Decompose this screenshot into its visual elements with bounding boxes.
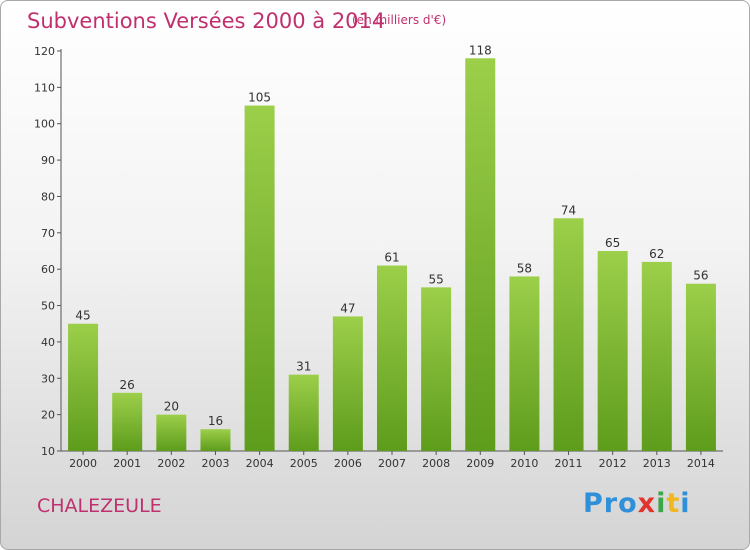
bars bbox=[68, 58, 716, 451]
logo-part: i bbox=[656, 488, 667, 519]
data-label: 45 bbox=[75, 309, 90, 323]
data-label: 56 bbox=[693, 269, 708, 283]
logo-part: Pro bbox=[583, 488, 638, 519]
data-label: 58 bbox=[517, 261, 532, 275]
y-tick-label: 10 bbox=[41, 445, 55, 458]
data-label: 16 bbox=[208, 414, 223, 428]
data-label: 65 bbox=[605, 236, 620, 250]
y-tick-label: 40 bbox=[41, 336, 55, 349]
logo-part: i bbox=[680, 488, 691, 519]
x-tick-label: 2011 bbox=[555, 457, 583, 470]
x-tick-label: 2014 bbox=[687, 457, 715, 470]
axes: 10 20 30 40 50 60 70 80 90 100 110 120 2000 2001 2002 2… bbox=[34, 45, 723, 470]
bar bbox=[465, 58, 496, 451]
bar bbox=[509, 276, 540, 451]
data-label: 74 bbox=[561, 203, 576, 217]
bar bbox=[156, 414, 187, 451]
data-label: 31 bbox=[296, 360, 311, 374]
bar bbox=[68, 323, 99, 451]
y-tick-label: 80 bbox=[41, 190, 55, 203]
bar bbox=[332, 316, 363, 451]
x-tick-label: 2004 bbox=[246, 457, 274, 470]
x-tick-label: 2005 bbox=[290, 457, 318, 470]
x-tick-label: 2013 bbox=[643, 457, 671, 470]
y-tick-label: 60 bbox=[41, 263, 55, 276]
bar bbox=[553, 218, 584, 451]
data-label: 55 bbox=[428, 272, 443, 286]
y-tick-label: 90 bbox=[41, 154, 55, 167]
y-tick-label: 20 bbox=[41, 409, 55, 422]
data-label: 20 bbox=[164, 400, 179, 414]
x-tick-label: 2010 bbox=[510, 457, 538, 470]
y-tick-label: 100 bbox=[34, 118, 55, 131]
data-label: 105 bbox=[248, 91, 271, 105]
bar bbox=[685, 283, 716, 451]
bar bbox=[421, 287, 452, 451]
bar bbox=[200, 429, 231, 451]
data-label: 26 bbox=[120, 378, 135, 392]
y-tick-label: 50 bbox=[41, 300, 55, 313]
x-tick-label: 2009 bbox=[466, 457, 494, 470]
value-labels: 45 26 20 16 105 31 47 61 55 118 58 74 65 62 56 bbox=[75, 43, 708, 428]
bar bbox=[377, 265, 407, 451]
x-tick-label: 2003 bbox=[201, 457, 229, 470]
logo-part: x bbox=[637, 488, 657, 519]
x-tick-label: 2008 bbox=[422, 457, 450, 470]
chart-subtitle: (en milliers d'€) bbox=[352, 13, 447, 27]
commune-name: CHALEZEULE bbox=[37, 495, 162, 517]
x-tick-label: 2002 bbox=[157, 457, 185, 470]
bar bbox=[597, 251, 628, 451]
y-tick-label: 120 bbox=[34, 45, 55, 58]
x-tick-label: 2001 bbox=[113, 457, 141, 470]
y-tick-label: 110 bbox=[34, 81, 55, 94]
chart-title: Subventions Versées 2000 à 2014 bbox=[27, 9, 386, 33]
data-label: 62 bbox=[649, 247, 664, 261]
bar bbox=[641, 261, 672, 451]
bar bbox=[288, 374, 319, 451]
bar bbox=[112, 392, 143, 451]
x-tick-label: 2006 bbox=[334, 457, 362, 470]
proxiti-logo: Proxiti bbox=[583, 488, 691, 519]
y-tick-label: 70 bbox=[41, 227, 55, 240]
y-tick-label: 30 bbox=[41, 372, 55, 385]
data-label: 61 bbox=[384, 251, 399, 265]
x-tick-label: 2000 bbox=[69, 457, 97, 470]
x-tick-label: 2012 bbox=[599, 457, 627, 470]
x-tick-label: 2007 bbox=[378, 457, 406, 470]
data-label: 47 bbox=[340, 301, 355, 315]
data-label: 118 bbox=[469, 43, 492, 57]
logo-part: t bbox=[666, 488, 681, 519]
bar bbox=[244, 105, 275, 451]
